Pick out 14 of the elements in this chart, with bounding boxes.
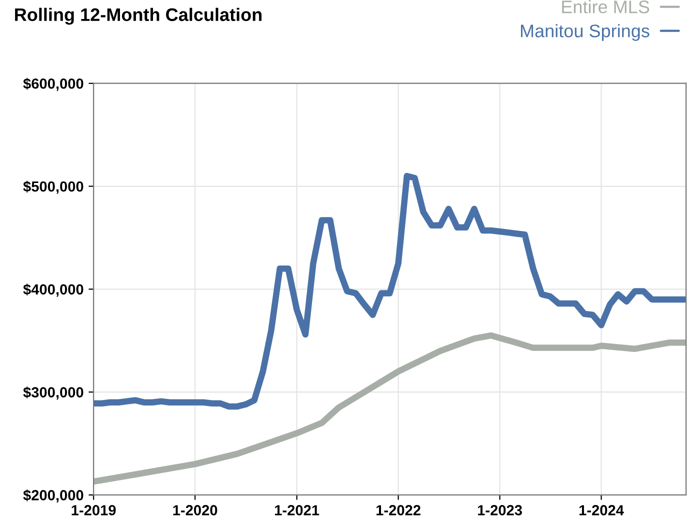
x-tick-label: 1-2019: [72, 505, 116, 516]
x-tick-label: 1-2022: [376, 505, 420, 516]
legend-label: Manitou Springs: [520, 24, 650, 41]
y-tick-label: $600,000: [23, 78, 84, 91]
y-tick-label: $300,000: [23, 386, 84, 400]
x-tick-label: 1-2024: [579, 505, 624, 516]
y-tick-label: $500,000: [23, 180, 84, 194]
x-tick-label: 1-2020: [173, 505, 218, 516]
chart-title: Rolling 12-Month Calculation: [15, 8, 262, 25]
y-tick-label: $200,000: [23, 489, 84, 502]
x-tick-label: 1-2023: [478, 505, 522, 516]
y-tick-label: $400,000: [23, 284, 84, 297]
x-tick-label: 1-2021: [275, 505, 320, 516]
legend-label: Entire MLS: [562, 0, 650, 14]
